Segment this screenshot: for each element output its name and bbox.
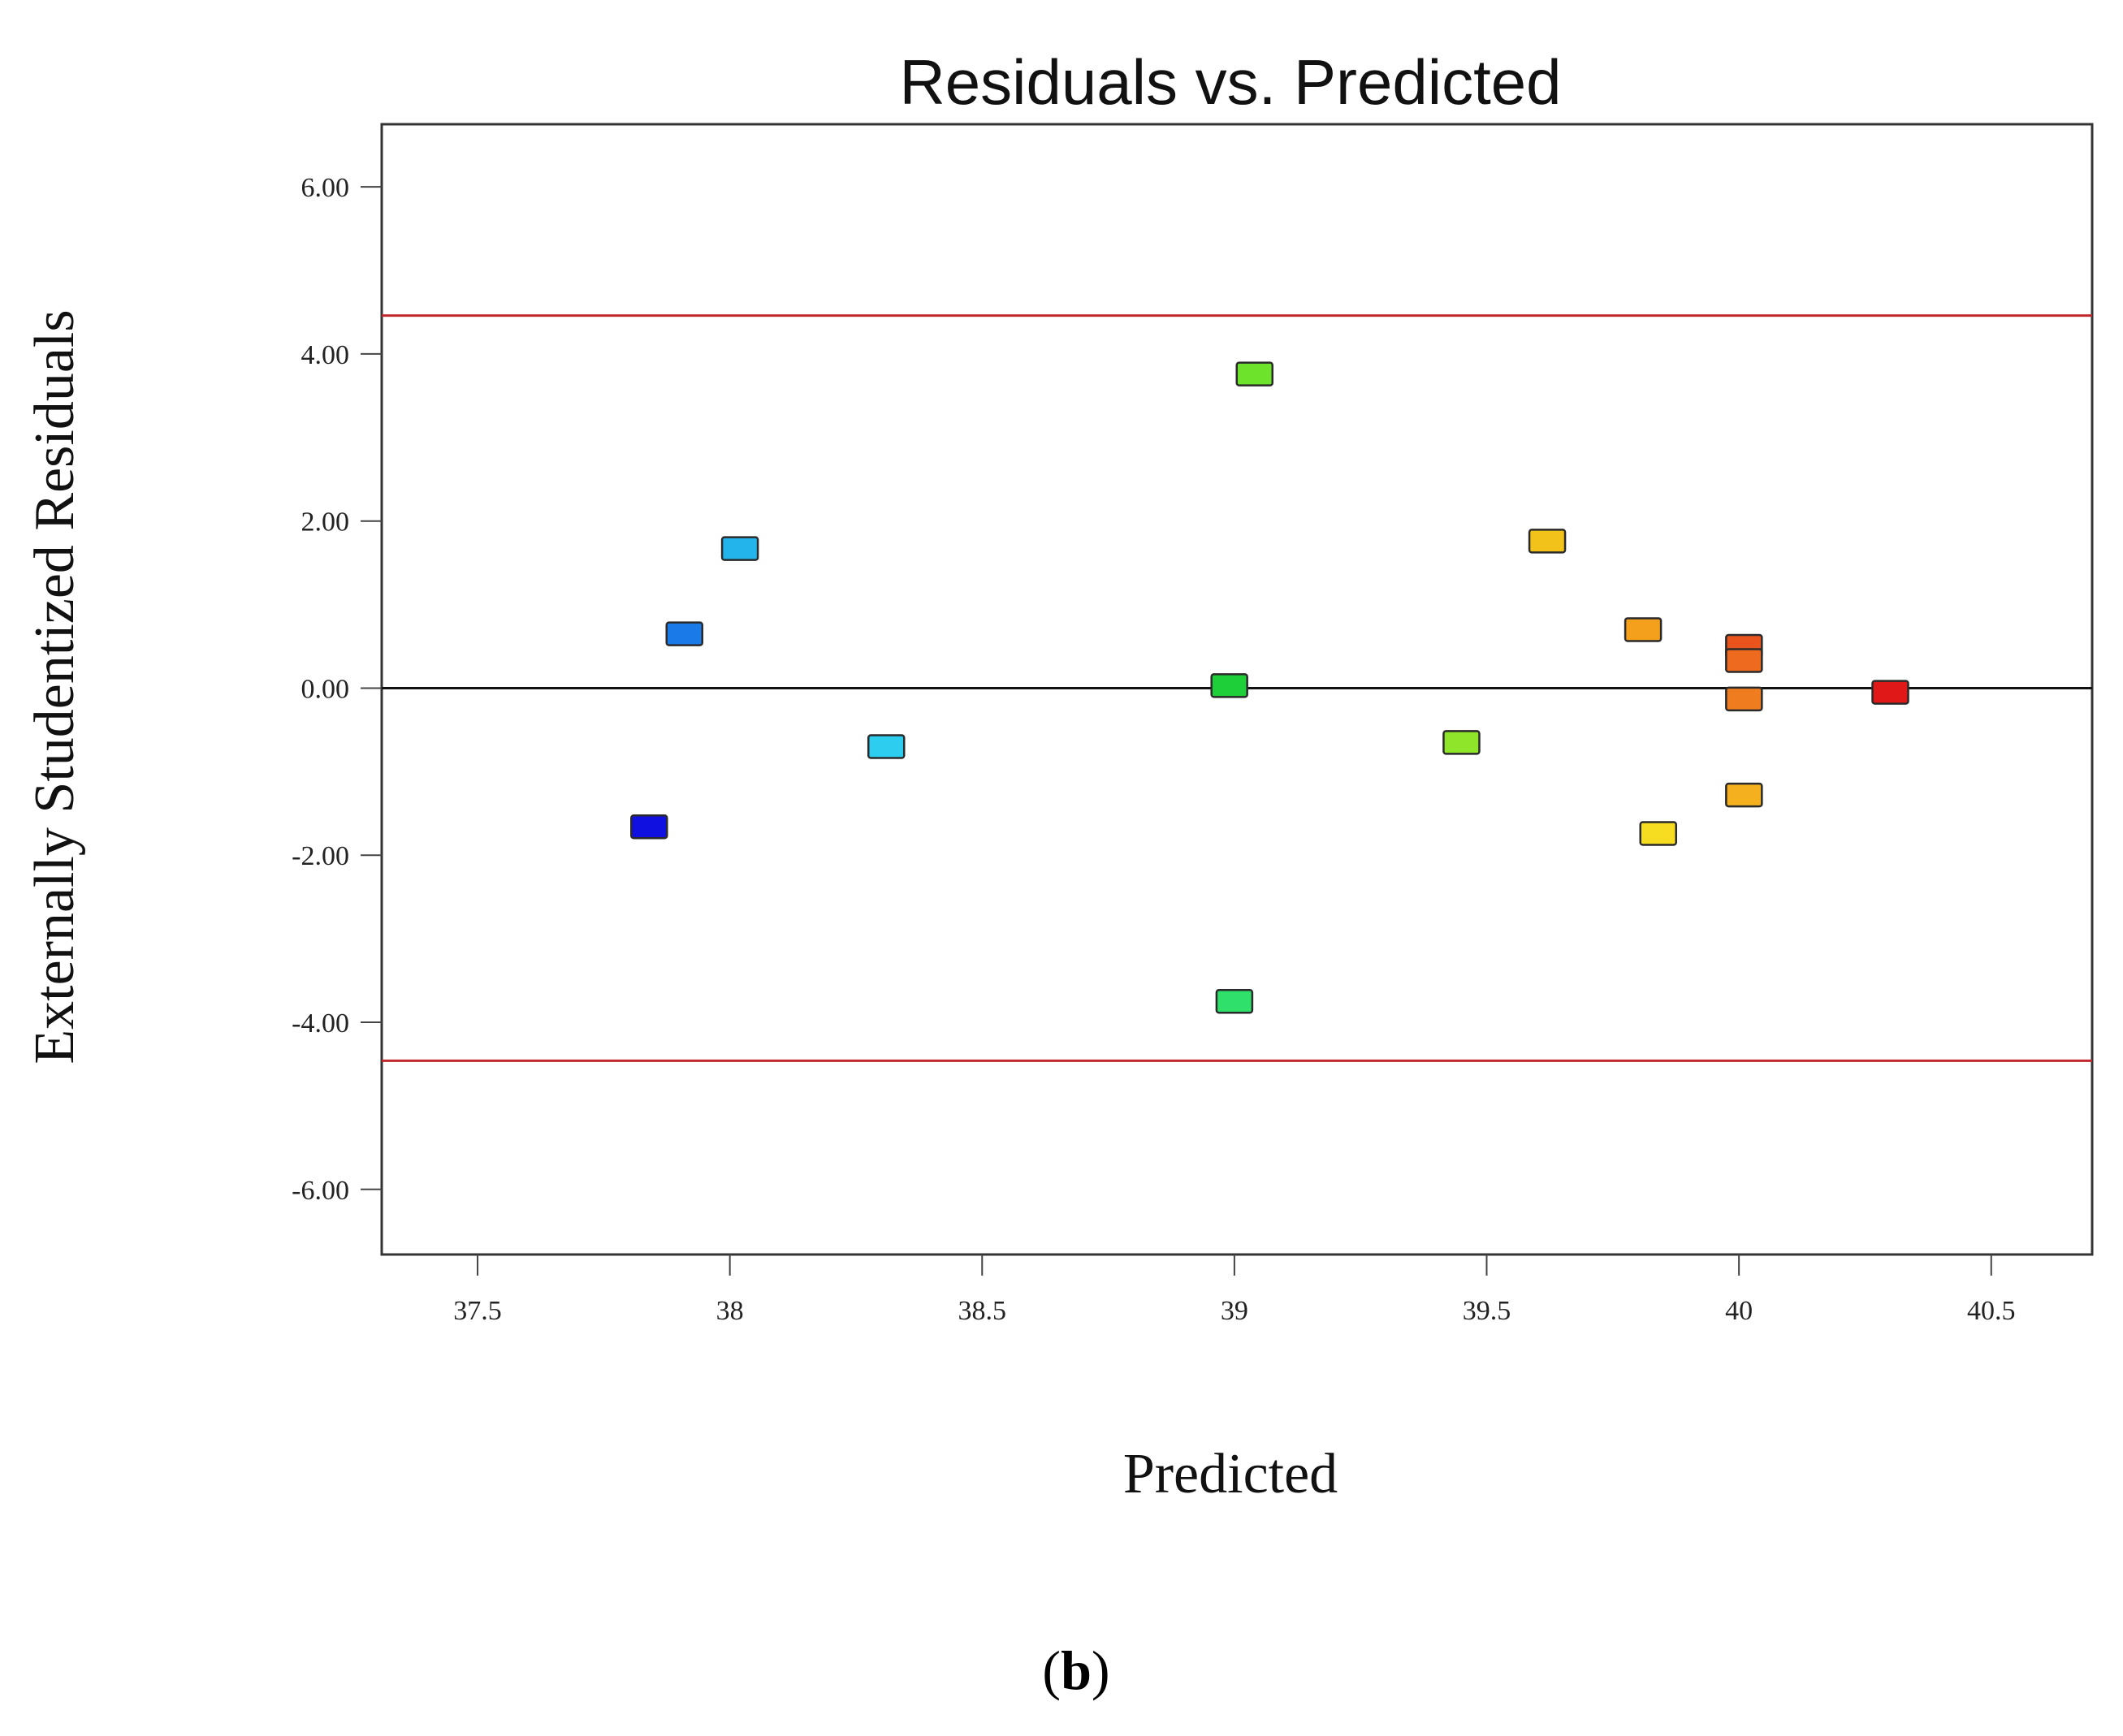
y-axis-label: Externally Studentized Residuals bbox=[24, 309, 86, 1064]
plot-frame bbox=[380, 123, 2094, 1256]
x-tick-label: 40.5 bbox=[1967, 1296, 2016, 1326]
y-tick-label: 0.00 bbox=[301, 674, 350, 704]
data-point bbox=[1528, 529, 1567, 554]
y-tick-label: 2.00 bbox=[301, 507, 350, 538]
data-point bbox=[1725, 782, 1763, 808]
data-point bbox=[867, 734, 906, 759]
data-point bbox=[1725, 686, 1763, 712]
x-tick-label: 40 bbox=[1725, 1296, 1753, 1326]
y-tick-label: 4.00 bbox=[301, 340, 350, 370]
data-point bbox=[1639, 821, 1677, 846]
data-point bbox=[630, 814, 668, 840]
x-tick-label: 38 bbox=[716, 1296, 744, 1326]
data-point bbox=[1624, 617, 1663, 642]
data-point bbox=[1725, 648, 1763, 673]
x-axis: 37.5 38 38.5 39 39.5 40 40.5 bbox=[453, 1254, 2016, 1326]
data-points bbox=[630, 361, 1909, 1014]
y-tick-label: -4.00 bbox=[292, 1008, 349, 1039]
data-point bbox=[1210, 673, 1248, 698]
x-tick-label: 37.5 bbox=[453, 1296, 502, 1326]
data-point bbox=[1215, 989, 1254, 1014]
y-tick-label: -2.00 bbox=[292, 841, 349, 871]
data-point bbox=[1235, 361, 1273, 386]
x-axis-label: Predicted bbox=[1123, 1443, 1338, 1505]
y-tick-label: -6.00 bbox=[292, 1176, 349, 1206]
data-point bbox=[665, 621, 703, 646]
data-point bbox=[720, 536, 759, 561]
x-tick-label: 39 bbox=[1221, 1296, 1248, 1326]
x-tick-label: 38.5 bbox=[958, 1296, 1007, 1326]
y-axis: 6.00 4.00 2.00 0.00 -2.00 -4.00 -6.00 bbox=[292, 173, 382, 1206]
data-point bbox=[1871, 680, 1909, 705]
chart-title: Residuals vs. Predicted bbox=[899, 46, 1561, 118]
panel-label: (b) bbox=[1042, 1639, 1109, 1701]
x-tick-label: 39.5 bbox=[1463, 1296, 1511, 1326]
data-point bbox=[1442, 730, 1481, 755]
y-tick-label: 6.00 bbox=[301, 173, 350, 203]
